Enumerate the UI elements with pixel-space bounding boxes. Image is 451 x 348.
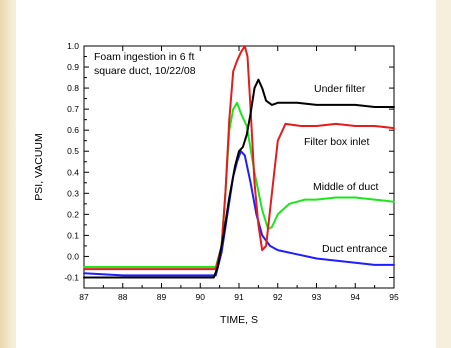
x-tick-label: 95	[389, 292, 399, 302]
annotation-line-1: Foam ingestion in 6 ft	[94, 51, 194, 63]
annotation-line-2: square duct, 10/22/08	[94, 65, 196, 77]
x-axis-label: TIME, S	[220, 314, 258, 326]
y-tick-label: 0.8	[67, 83, 79, 93]
y-tick-label: 0.4	[67, 167, 79, 177]
label-middle-of-duct: Middle of duct	[313, 181, 378, 193]
y-tick-label: 0.1	[67, 230, 79, 240]
series-line-under-filter	[83, 78, 395, 279]
y-tick-label: 0.6	[67, 125, 79, 135]
x-tick-label: 88	[118, 292, 128, 302]
x-tick-label: 87	[79, 292, 89, 302]
y-tick-label: -0.1	[64, 272, 79, 282]
y-tick-label: 0.9	[67, 62, 79, 72]
x-tick-label: 92	[273, 292, 283, 302]
label-filter-box-inlet: Filter box inlet	[304, 136, 369, 148]
y-tick-label: 0.3	[67, 188, 79, 198]
series-layer	[83, 45, 395, 279]
x-tick-label: 90	[196, 292, 206, 302]
label-duct-entrance: Duct entrance	[322, 243, 388, 255]
y-tick-label: 0.7	[67, 104, 79, 114]
series-line-duct-entrance	[83, 150, 395, 277]
label-under-filter: Under filter	[314, 83, 366, 95]
y-tick-label: 0.5	[67, 146, 79, 156]
x-tick-label: 91	[234, 292, 244, 302]
y-tick-label: 0.0	[67, 251, 79, 261]
x-axis-ticks: 87 88 89 90 91 92 93 94 95	[79, 46, 399, 302]
y-axis-label: PSI, VACUUM	[33, 133, 45, 200]
x-tick-label: 94	[351, 292, 361, 302]
y-tick-label: 1.0	[67, 41, 79, 51]
x-tick-label: 93	[312, 292, 322, 302]
frame-border	[0, 0, 16, 348]
plot-area-frame	[83, 45, 395, 289]
series-line-middle-of-duct	[83, 101, 395, 268]
y-tick-label: 0.2	[67, 209, 79, 219]
x-tick-label: 89	[157, 292, 167, 302]
